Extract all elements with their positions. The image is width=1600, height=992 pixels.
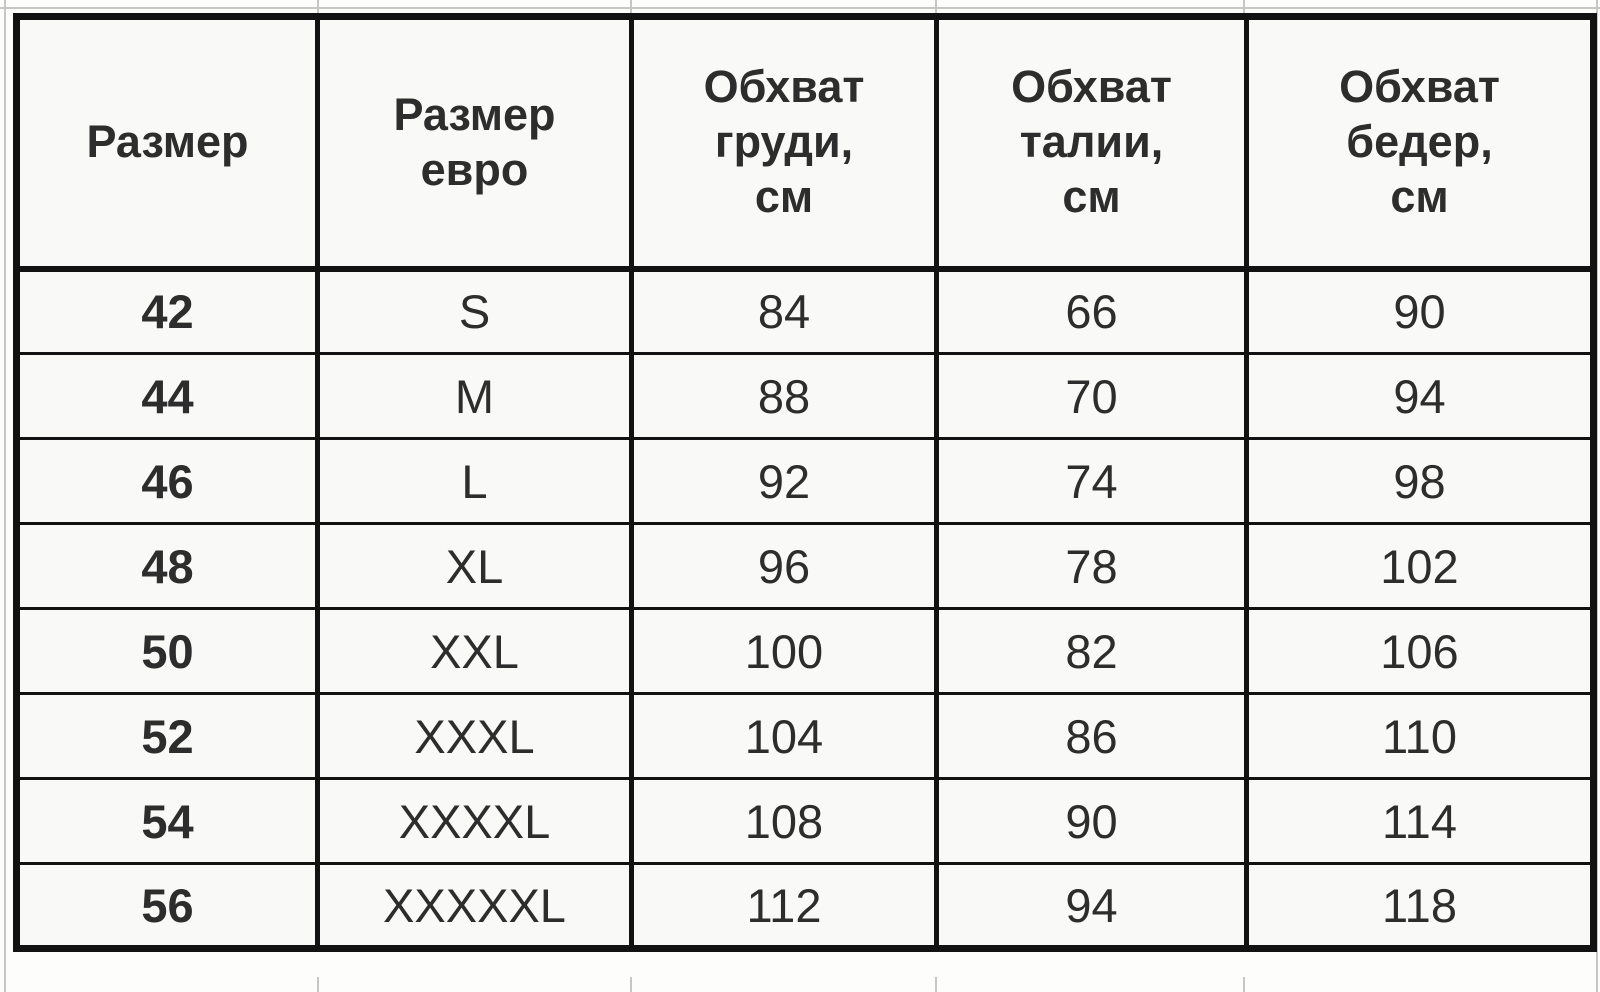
cell-size: 44 [14,352,320,440]
table-row: 44 M 88 70 94 [14,352,1596,440]
cell-hips: 114 [1244,777,1596,865]
header-row: Размер Размер евро Обхват груди, см Обхв… [14,14,1596,272]
header-chest: Обхват груди, см [629,14,939,272]
cell-hips: 106 [1244,607,1596,695]
cell-size: 52 [14,692,320,780]
cell-chest: 112 [629,862,939,950]
spreadsheet-gridline [1243,977,1245,992]
spreadsheet-gridline [935,0,937,13]
cell-euro-size: XXXL [315,692,634,780]
table-row: 52 XXXL 104 86 110 [14,692,1596,780]
spreadsheet-gridline [0,7,1600,9]
spreadsheet-gridline [1243,0,1245,13]
table-row: 56 XXXXXL 112 94 118 [14,862,1596,950]
cell-size: 46 [14,437,320,525]
spreadsheet-gridline [630,977,632,992]
cell-hips: 110 [1244,692,1596,780]
cell-waist: 94 [934,862,1249,950]
header-waist: Обхват талии, см [934,14,1249,272]
cell-euro-size: XXL [315,607,634,695]
cell-size: 50 [14,607,320,695]
cell-euro-size: XXXXL [315,777,634,865]
spreadsheet-gridline [317,977,319,992]
cell-hips: 98 [1244,437,1596,525]
cell-hips: 90 [1244,267,1596,355]
cell-waist: 66 [934,267,1249,355]
header-hips: Обхват бедер, см [1244,14,1596,272]
cell-euro-size: M [315,352,634,440]
cell-chest: 92 [629,437,939,525]
cell-chest: 96 [629,522,939,610]
table-row: 48 XL 96 78 102 [14,522,1596,610]
cell-waist: 82 [934,607,1249,695]
spreadsheet-gridline [630,0,632,13]
spreadsheet-gridline [1596,0,1598,992]
cell-size: 42 [14,267,320,355]
cell-waist: 86 [934,692,1249,780]
size-table: Размер Размер евро Обхват груди, см Обхв… [13,13,1597,952]
cell-chest: 88 [629,352,939,440]
cell-size: 56 [14,862,320,950]
cell-euro-size: XL [315,522,634,610]
spreadsheet-gridline [935,977,937,992]
header-size: Размер [14,14,320,272]
table-row: 50 XXL 100 82 106 [14,607,1596,695]
cell-waist: 90 [934,777,1249,865]
spreadsheet-gridline [4,0,6,992]
cell-size: 48 [14,522,320,610]
cell-waist: 70 [934,352,1249,440]
cell-waist: 74 [934,437,1249,525]
spreadsheet-gridline [317,0,319,13]
cell-chest: 108 [629,777,939,865]
cell-hips: 102 [1244,522,1596,610]
cell-euro-size: L [315,437,634,525]
table-row: 46 L 92 74 98 [14,437,1596,525]
table-row: 54 XXXXL 108 90 114 [14,777,1596,865]
header-euro-size: Размер евро [315,14,634,272]
cell-hips: 94 [1244,352,1596,440]
cell-size: 54 [14,777,320,865]
cell-hips: 118 [1244,862,1596,950]
cell-euro-size: XXXXXL [315,862,634,950]
cell-chest: 100 [629,607,939,695]
cell-chest: 104 [629,692,939,780]
table-row: 42 S 84 66 90 [14,267,1596,355]
cell-waist: 78 [934,522,1249,610]
cell-euro-size: S [315,267,634,355]
cell-chest: 84 [629,267,939,355]
